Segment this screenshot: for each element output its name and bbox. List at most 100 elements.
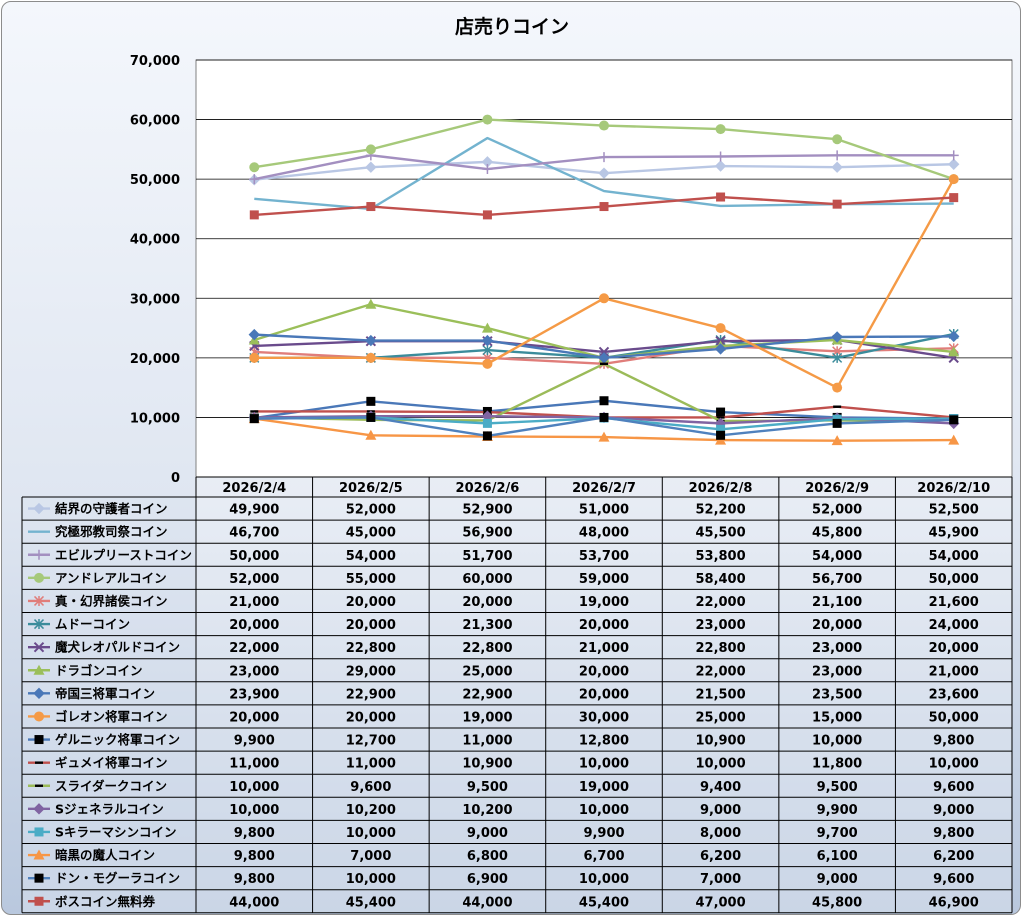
data-point bbox=[482, 345, 493, 356]
table-cell-value: 9,900 bbox=[583, 826, 624, 841]
table-cell-value: 9,800 bbox=[933, 734, 974, 749]
table-cell-value: 22,000 bbox=[229, 641, 279, 656]
table-cell-value: 20,000 bbox=[929, 641, 979, 656]
table-cell-value: 9,700 bbox=[817, 826, 858, 841]
table-cell-value: 12,700 bbox=[346, 734, 396, 749]
legend-key-12 bbox=[28, 784, 50, 787]
table-cell-value: 56,900 bbox=[462, 526, 512, 541]
table-cell-value: 21,000 bbox=[229, 595, 279, 610]
table-cell-value: 9,900 bbox=[234, 734, 275, 749]
data-point bbox=[34, 711, 44, 722]
table-cell-value: 10,200 bbox=[346, 803, 396, 818]
legend-key-5 bbox=[28, 619, 50, 630]
table-cell-value: 6,100 bbox=[817, 849, 858, 864]
table-cell-value: 45,500 bbox=[695, 526, 745, 541]
table-cell-value: 52,500 bbox=[929, 503, 979, 518]
table-cell-value: 47,000 bbox=[695, 895, 745, 910]
data-point bbox=[948, 434, 960, 445]
data-point bbox=[34, 735, 44, 745]
data-point bbox=[599, 202, 609, 212]
table-cell-value: 19,000 bbox=[462, 710, 512, 725]
series-layer bbox=[248, 114, 960, 446]
table-cell-value: 9,400 bbox=[700, 780, 741, 795]
table-cell-value: 45,400 bbox=[346, 895, 396, 910]
table-cell-value: 23,000 bbox=[229, 664, 279, 679]
table-cell-value: 11,000 bbox=[229, 757, 279, 772]
table-cell-value: 9,900 bbox=[817, 803, 858, 818]
data-point bbox=[481, 322, 493, 333]
table-cell-value: 52,000 bbox=[346, 503, 396, 518]
data-point bbox=[599, 152, 609, 163]
data-point bbox=[482, 164, 493, 175]
table-cell-value: 9,000 bbox=[467, 826, 508, 841]
table-cell-value: 23,900 bbox=[229, 687, 279, 702]
data-point bbox=[832, 382, 843, 393]
y-tick-label: 70,000 bbox=[130, 54, 180, 69]
series-name-label: ボスコイン無料券 bbox=[55, 894, 156, 909]
data-point bbox=[34, 873, 44, 883]
table-cell-value: 12,800 bbox=[579, 734, 629, 749]
table-cell-value: 52,000 bbox=[229, 572, 279, 587]
series-15 bbox=[248, 413, 960, 446]
legend-key-8 bbox=[28, 687, 50, 700]
data-point bbox=[482, 358, 493, 369]
series-2 bbox=[249, 150, 959, 185]
data-point bbox=[831, 331, 843, 343]
table-cell-value: 6,700 bbox=[583, 849, 624, 864]
table-cell-value: 21,300 bbox=[462, 618, 512, 633]
table-cell-value: 21,100 bbox=[812, 595, 862, 610]
data-point bbox=[366, 412, 376, 422]
series-name-label: 魔犬レオパルドコイン bbox=[55, 640, 180, 655]
table-cell-value: 50,000 bbox=[929, 572, 979, 587]
table-cell-value: 19,000 bbox=[579, 780, 629, 795]
data-point bbox=[599, 293, 609, 304]
data-point bbox=[832, 199, 842, 209]
table-cell-value: 20,000 bbox=[346, 710, 396, 725]
y-tick-label: 0 bbox=[171, 471, 180, 486]
data-point bbox=[948, 150, 959, 161]
table-cell-value: 55,000 bbox=[346, 572, 396, 587]
table-cell-value: 51,000 bbox=[579, 503, 629, 518]
legend-key-11 bbox=[28, 761, 50, 764]
table-cell-value: 11,000 bbox=[346, 757, 396, 772]
table-cell-value: 44,000 bbox=[462, 895, 512, 910]
data-point bbox=[35, 761, 43, 764]
data-point bbox=[482, 431, 492, 441]
data-point bbox=[598, 431, 610, 442]
table-cell-value: 9,800 bbox=[234, 826, 275, 841]
table-cell-value: 50,000 bbox=[929, 710, 979, 725]
data-point bbox=[832, 150, 843, 161]
table-cell-value: 10,200 bbox=[462, 803, 512, 818]
table-cell-value: 7,000 bbox=[700, 872, 741, 887]
x-category-label: 2026/2/7 bbox=[572, 481, 636, 496]
legend-key-15 bbox=[28, 849, 50, 860]
data-point bbox=[365, 334, 377, 347]
table-cell-value: 9,500 bbox=[817, 780, 858, 795]
legend-key-4 bbox=[28, 595, 50, 606]
data-point bbox=[34, 572, 44, 583]
data-point bbox=[249, 414, 259, 424]
legend-key-2 bbox=[28, 549, 50, 560]
table-cell-value: 22,900 bbox=[462, 687, 512, 702]
table-cell-value: 11,000 bbox=[462, 734, 512, 749]
table-cell-value: 59,000 bbox=[579, 572, 629, 587]
series-name-label: ムドーコイン bbox=[55, 617, 130, 632]
series-name-label: エビルプリーストコイン bbox=[55, 547, 192, 562]
table-cell-value: 10,000 bbox=[812, 734, 862, 749]
x-category-label: 2026/2/8 bbox=[689, 481, 753, 496]
table-cell-value: 9,800 bbox=[933, 826, 974, 841]
series-3 bbox=[249, 114, 959, 185]
table-cell-value: 20,000 bbox=[229, 618, 279, 633]
series-8 bbox=[248, 328, 960, 364]
table-cell-value: 20,000 bbox=[579, 618, 629, 633]
data-point bbox=[249, 210, 259, 220]
data-point bbox=[716, 424, 726, 434]
table-cell-value: 6,900 bbox=[467, 872, 508, 887]
data-point bbox=[249, 162, 260, 173]
data-point bbox=[33, 619, 45, 630]
table-cell-value: 23,000 bbox=[812, 641, 862, 656]
data-point bbox=[716, 430, 726, 440]
data-point bbox=[833, 405, 842, 408]
data-point bbox=[249, 174, 260, 185]
data-point bbox=[365, 352, 376, 363]
